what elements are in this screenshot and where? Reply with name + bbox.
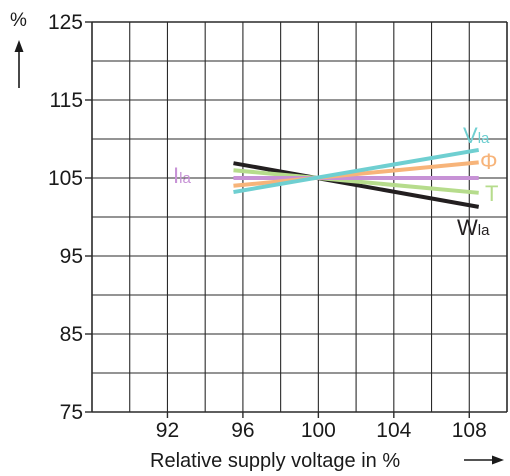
x-tick-label: 104 xyxy=(376,419,411,442)
y-axis-arrow xyxy=(14,40,24,88)
series-label: Φ xyxy=(480,149,498,174)
y-tick-label: 85 xyxy=(60,323,83,346)
series-line xyxy=(233,168,479,195)
x-axis-arrow xyxy=(464,455,504,465)
y-tick-label: 95 xyxy=(60,245,83,268)
y-tick-label: 115 xyxy=(50,89,83,112)
series-line xyxy=(233,161,480,209)
y-axis-label: % xyxy=(10,10,27,31)
series-line xyxy=(233,160,479,188)
series-lines xyxy=(233,147,480,209)
series-label: Ila xyxy=(173,163,191,188)
series-label: Wla xyxy=(457,215,490,240)
x-tick-label: 92 xyxy=(156,419,179,442)
series-line xyxy=(233,147,480,195)
series-label: T xyxy=(485,181,498,206)
series-label: Vla xyxy=(463,123,490,148)
x-tick-label: 96 xyxy=(231,419,254,442)
x-tick-label: 108 xyxy=(452,419,487,442)
y-tick-label: 75 xyxy=(60,401,83,424)
x-tick-label: 100 xyxy=(301,419,336,442)
grid xyxy=(91,21,508,413)
tick-labels: 75 85 95 105 115 125 92 96 100 104 108 xyxy=(48,11,487,442)
x-axis-label: Relative supply voltage in % xyxy=(150,450,400,472)
y-tick-label: 105 xyxy=(48,167,83,190)
y-tick-label: 125 xyxy=(48,11,83,34)
